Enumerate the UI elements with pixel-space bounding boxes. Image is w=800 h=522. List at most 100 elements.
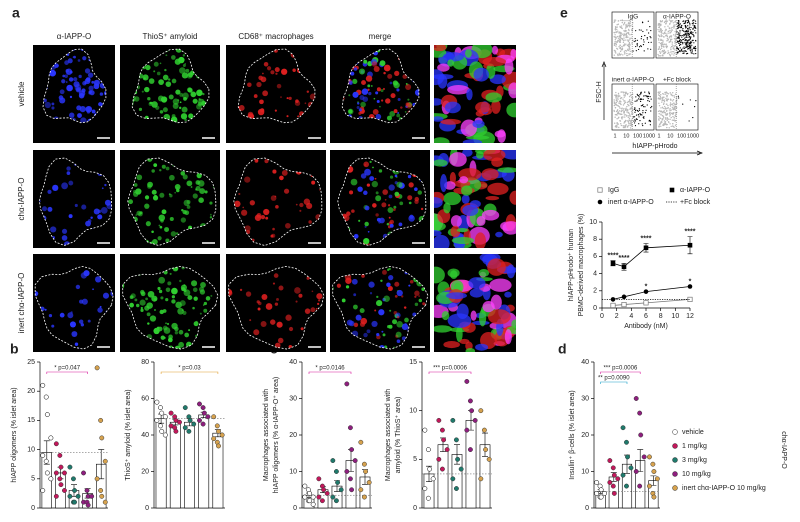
cell-blob (428, 98, 442, 105)
flow-event (616, 31, 617, 32)
flow-event-positive (648, 21, 649, 22)
flow-event (658, 42, 659, 43)
flow-event-positive (637, 110, 638, 111)
flow-event-positive (677, 26, 678, 27)
signal-speck (369, 176, 374, 181)
cell-blob (448, 313, 472, 328)
signal-speck (384, 65, 391, 72)
cell-blob (509, 191, 521, 205)
flow-event-positive (689, 120, 690, 121)
flow-event (669, 108, 670, 109)
signal-speck (284, 189, 289, 194)
data-point (339, 488, 343, 492)
micrograph (33, 44, 115, 143)
signal-speck (372, 61, 378, 67)
flow-event-positive (634, 116, 635, 117)
signal-speck (210, 295, 212, 297)
signal-speck (357, 102, 359, 104)
flow-event (629, 46, 630, 47)
data-point (54, 471, 58, 475)
signal-speck (253, 329, 259, 335)
flow-event-positive (641, 38, 642, 39)
signal-speck (147, 182, 153, 188)
cell-blob (461, 185, 472, 195)
signal-speck (376, 300, 382, 306)
cell-blob (446, 292, 467, 299)
data-point (473, 418, 477, 422)
flow-event-positive (695, 40, 696, 41)
data-point (362, 462, 366, 466)
flow-event (660, 98, 661, 99)
signal-speck (390, 82, 393, 85)
signal-speck (394, 192, 399, 197)
flow-event-positive (690, 49, 691, 50)
flow-event (624, 43, 625, 44)
data-point (621, 426, 625, 430)
flow-event (658, 38, 659, 39)
flow-event-positive (649, 93, 650, 94)
signal-speck (285, 315, 291, 321)
flow-event (672, 43, 673, 44)
signal-speck (256, 159, 258, 161)
flow-event (671, 39, 672, 40)
signal-speck (92, 288, 94, 290)
signal-speck (408, 215, 415, 222)
flow-event (616, 48, 617, 49)
signal-speck (371, 85, 373, 87)
flow-event (659, 51, 660, 52)
signal-speck (387, 325, 390, 328)
data-point (644, 301, 648, 305)
signal-speck (351, 179, 358, 186)
data-point (187, 429, 191, 433)
flow-event (663, 53, 664, 54)
signal-speck (368, 282, 374, 288)
data-point (103, 459, 107, 463)
flow-event (667, 50, 668, 51)
flow-event (621, 91, 622, 92)
flow-event (614, 43, 615, 44)
flow-event (673, 109, 674, 110)
signal-speck (151, 296, 157, 302)
flow-event (662, 41, 663, 42)
flow-event (617, 55, 618, 56)
data-point (644, 246, 649, 251)
signal-speck (385, 98, 390, 103)
signal-speck (164, 327, 171, 334)
signal-speck (389, 195, 393, 199)
signal-speck (188, 113, 193, 118)
flow-event (623, 104, 624, 105)
signal-speck (168, 78, 170, 80)
signal-speck (346, 285, 349, 288)
micrograph (120, 44, 220, 143)
signal-speck (272, 170, 276, 174)
panel-label: e (560, 5, 568, 21)
signal-speck (363, 60, 367, 64)
flow-event-positive (687, 33, 688, 34)
signal-speck (395, 295, 398, 298)
flow-event (672, 100, 673, 101)
flow-event-positive (694, 26, 695, 27)
flow-event (627, 49, 628, 50)
flow-event (627, 93, 628, 94)
flow-event (675, 45, 676, 46)
flow-event-positive (693, 24, 694, 25)
signal-speck (279, 286, 284, 291)
data-point (602, 491, 606, 495)
signal-speck (381, 99, 383, 101)
signal-speck (372, 167, 374, 169)
cell-blob (504, 292, 511, 298)
flow-event-positive (689, 23, 690, 24)
cell-blob (433, 159, 448, 166)
flow-event (621, 32, 622, 33)
flow-event (669, 37, 670, 38)
signal-speck (377, 87, 381, 91)
flow-event (667, 105, 668, 106)
data-point (608, 458, 612, 462)
signal-speck (261, 215, 265, 219)
flow-event (623, 40, 624, 41)
signal-speck (381, 202, 386, 207)
x-tick-label: 4 (629, 313, 633, 320)
flow-event (629, 37, 630, 38)
signal-speck (157, 72, 161, 76)
flow-event-positive (636, 50, 637, 51)
